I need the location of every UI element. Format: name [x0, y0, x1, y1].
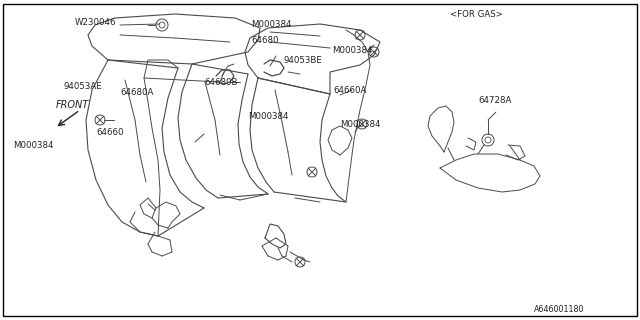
Text: 64660: 64660: [96, 127, 124, 137]
Text: M000384: M000384: [251, 20, 291, 28]
Text: M000384: M000384: [248, 111, 289, 121]
Text: 94053BE: 94053BE: [283, 55, 322, 65]
Text: 64680B: 64680B: [204, 77, 237, 86]
Text: <FOR GAS>: <FOR GAS>: [450, 10, 503, 19]
Text: 64660A: 64660A: [333, 85, 366, 94]
Text: A646001180: A646001180: [534, 306, 584, 315]
Text: M000384: M000384: [13, 140, 54, 149]
Text: 64728A: 64728A: [478, 95, 511, 105]
Text: 94053AE: 94053AE: [63, 82, 102, 91]
Text: 64680A: 64680A: [120, 87, 154, 97]
Text: M000384: M000384: [332, 45, 372, 54]
Text: M000384: M000384: [340, 119, 381, 129]
Text: W230046: W230046: [75, 18, 116, 27]
Text: 64680: 64680: [251, 36, 278, 44]
Text: FRONT: FRONT: [56, 100, 89, 110]
